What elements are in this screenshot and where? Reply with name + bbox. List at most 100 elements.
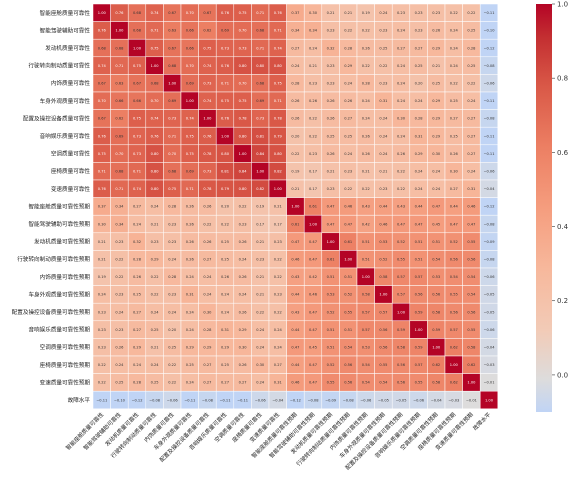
colorbar-tick-label: 0.6 [557, 149, 569, 157]
heatmap-cell-value: 0.68 [256, 29, 265, 33]
heatmap-cell-value: 0.66 [186, 46, 195, 50]
heatmap-cell-value: 0.28 [133, 381, 142, 385]
heatmap-cell-value: −0.11 [483, 11, 494, 15]
heatmap-cell-value: 0.24 [397, 99, 406, 103]
heatmap-cell-value: 0.26 [221, 275, 230, 279]
heatmap-cell-value: 0.23 [168, 293, 176, 297]
heatmap-cell-value: 0.25 [168, 346, 176, 350]
heatmap-cell-value: 0.80 [239, 64, 248, 68]
heatmap-cell-value: 0.29 [432, 46, 441, 50]
heatmap-cell-value: 0.24 [450, 46, 459, 50]
column-label: 故障水平 [471, 410, 493, 432]
heatmap-cell-value: −0.06 [483, 82, 495, 86]
heatmap-cell-value: 0.26 [432, 29, 441, 33]
heatmap-cell-value: 0.22 [151, 275, 159, 279]
heatmap-cell-value: 0.17 [256, 222, 264, 226]
heatmap-cell-value: 0.24 [415, 170, 424, 174]
heatmap-cell-value: 0.68 [98, 46, 107, 50]
heatmap-cell-value: 0.24 [151, 310, 160, 314]
heatmap-cell-value: 0.51 [362, 258, 370, 262]
heatmap-cell-value: 0.22 [168, 381, 176, 385]
heatmap-cell-value: 0.21 [327, 170, 335, 174]
heatmap-cell-value: 0.74 [274, 46, 283, 50]
heatmap-cell-value: 0.23 [115, 240, 123, 244]
heatmap-cell-value: 0.53 [327, 293, 335, 297]
heatmap-cell-value: 0.34 [309, 29, 318, 33]
heatmap-cell-value: 0.55 [397, 258, 405, 262]
heatmap-cell-value: 0.23 [415, 11, 423, 15]
heatmap-cell-value: 0.28 [362, 82, 371, 86]
heatmap-cell-value: −0.08 [483, 64, 495, 68]
heatmap-cell-value: 1.00 [274, 187, 283, 191]
heatmap-cell-value: 0.19 [291, 170, 300, 174]
heatmap-cell-value: −0.08 [202, 398, 214, 402]
heatmap-cell-value: 0.54 [467, 275, 476, 279]
heatmap-cell-value: 0.27 [450, 117, 458, 121]
heatmap-cell-value: 0.24 [221, 293, 230, 297]
heatmap-cell-value: 0.23 [98, 346, 106, 350]
heatmap-cell-value: 0.70 [98, 99, 107, 103]
heatmap-cell-value: 0.26 [362, 134, 371, 138]
heatmap-cell-value: −0.05 [378, 398, 389, 402]
heatmap-cell-value: 0.21 [344, 11, 352, 15]
heatmap-cell-value: −0.05 [483, 310, 494, 314]
heatmap-cell-value: 0.68 [151, 82, 160, 86]
heatmap-cell-value: 0.29 [415, 152, 424, 156]
row-label: 智能座舱质量可靠性 [40, 9, 91, 17]
heatmap-cell-value: 0.68 [168, 170, 177, 174]
heatmap-cell-value: 0.23 [168, 240, 176, 244]
heatmap-cell-value: 0.71 [115, 187, 123, 191]
heatmap-cell-value: 0.73 [203, 170, 211, 174]
heatmap-cell-value: 0.76 [98, 29, 107, 33]
heatmap-cell-value: 0.20 [221, 205, 230, 209]
row-label: 座椅质量可靠性预期 [40, 361, 91, 369]
heatmap-cell-value: 0.30 [203, 310, 212, 314]
heatmap-cell-value: −0.08 [307, 398, 319, 402]
heatmap-cell-value: 0.24 [344, 152, 353, 156]
heatmap-cell-value: 0.21 [256, 275, 264, 279]
heatmap-cell-value: 0.24 [168, 310, 177, 314]
heatmap-cell-value: 0.26 [309, 99, 318, 103]
heatmap-cell-value: 0.56 [415, 293, 424, 297]
heatmap-cell-value: 0.62 [467, 363, 475, 367]
heatmap-cell-value: 0.55 [467, 240, 475, 244]
heatmap-cell-value: 0.27 [467, 134, 475, 138]
heatmap-cell-value: 0.67 [133, 82, 141, 86]
heatmap-cell-value: 0.27 [239, 381, 247, 385]
heatmap-cell-value: 1.00 [467, 381, 476, 385]
row-label: 座椅质量可靠性 [51, 167, 91, 175]
colorbar-gradient [536, 4, 552, 412]
heatmap-cell-value: 0.23 [168, 222, 176, 226]
heatmap-cell-value: 0.57 [415, 363, 423, 367]
heatmap-cell-value: −0.05 [483, 293, 494, 297]
heatmap-cell-value: −0.11 [219, 398, 230, 402]
row-label: 内饰质量可靠性 [51, 79, 91, 87]
row-label: 空调质量可靠性 [51, 150, 91, 158]
heatmap-cell-value: 0.30 [239, 346, 248, 350]
heatmap-cell-value: 1.00 [291, 205, 300, 209]
heatmap-cell-value: 0.47 [291, 240, 299, 244]
heatmap-cell-value: 1.00 [379, 293, 388, 297]
heatmap-cell-value: 0.75 [274, 82, 282, 86]
heatmap-cell-value: 0.21 [256, 240, 264, 244]
heatmap-cell-value: 0.47 [327, 205, 335, 209]
heatmap-cell-value: 0.68 [256, 82, 265, 86]
heatmap-cell-value: 0.23 [327, 82, 335, 86]
heatmap-cell-value: 0.84 [256, 152, 265, 156]
heatmap-cell-value: 0.47 [309, 258, 317, 262]
row-label: 行驶转向制动质量可靠性 [28, 62, 90, 70]
heatmap-cell-value: 0.52 [397, 240, 405, 244]
heatmap-cell-value: 0.37 [98, 205, 106, 209]
heatmap-cell-value: 0.23 [309, 82, 317, 86]
heatmap-cell-value: −0.01 [483, 381, 494, 385]
heatmap-cell-value: 0.73 [203, 82, 211, 86]
heatmap-cell-value: 0.76 [274, 11, 283, 15]
heatmap-cell-value: 0.57 [415, 275, 423, 279]
heatmap-cell-value: 0.25 [327, 134, 335, 138]
heatmap-cell-value: 0.61 [309, 205, 317, 209]
heatmap-cell-value: 0.71 [256, 46, 264, 50]
heatmap-cell-value: 0.21 [151, 222, 159, 226]
heatmap-cell-value: 0.29 [239, 328, 248, 332]
heatmap-cell-value: 0.22 [98, 363, 106, 367]
heatmap-cell-value: 0.69 [115, 134, 124, 138]
